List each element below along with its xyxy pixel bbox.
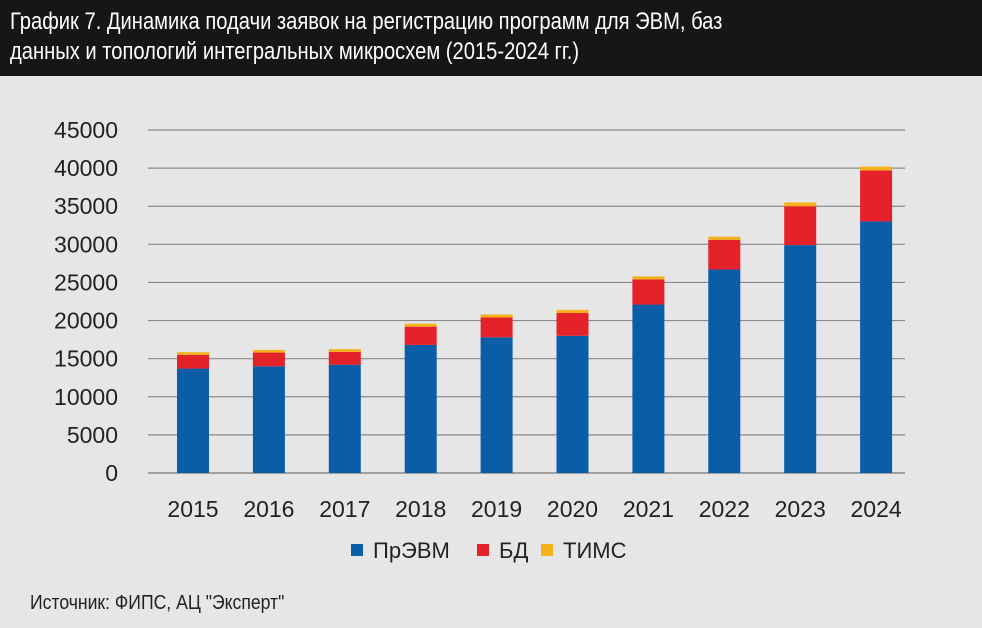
bar-ПрЭВМ-2016 [252,366,285,473]
bar-ТИМС-2020 [556,309,589,313]
chart-header: График 7. Динамика подачи заявок на реги… [0,0,982,76]
bar-БД-2016 [252,352,285,367]
legend-swatch-БД [477,544,489,556]
x-tick-label-2024: 2024 [851,496,902,522]
chart-title-line-2: данных и топологий интегральных микросхе… [10,38,580,65]
bar-БД-2018 [404,326,437,345]
x-tick-label-2020: 2020 [547,496,598,522]
bar-БД-2023 [784,206,817,246]
bar-ТИМС-2018 [404,323,437,327]
bar-ПрЭВМ-2020 [556,335,589,473]
bar-БД-2024 [860,170,893,222]
x-tick-label-2017: 2017 [319,496,370,522]
y-tick-label-30000: 30000 [54,231,118,257]
bar-ТИМС-2016 [252,349,285,353]
bar-ПрЭВМ-2018 [404,344,437,473]
bar-ТИМС-2022 [708,236,741,240]
bar-БД-2020 [556,312,589,336]
x-tick-label-2018: 2018 [395,496,446,522]
bar-ПрЭВМ-2022 [708,269,741,473]
bar-БД-2015 [177,354,209,369]
legend-label-ТИМС: ТИМС [563,538,627,563]
bar-ТИМС-2015 [177,352,209,355]
bar-БД-2019 [480,317,513,338]
x-tick-label-2016: 2016 [243,496,294,522]
y-tick-label-45000: 45000 [54,117,118,143]
y-tick-label-40000: 40000 [54,155,118,181]
bar-БД-2021 [632,279,665,305]
x-tick-label-2022: 2022 [699,496,750,522]
legend-swatch-ПрЭВМ [351,544,363,556]
y-tick-label-25000: 25000 [54,269,118,295]
bar-ТИМС-2019 [480,314,513,318]
bar-ПрЭВМ-2021 [632,304,665,473]
bar-ТИМС-2017 [328,349,361,352]
bar-ПрЭВМ-2023 [784,245,817,473]
y-tick-label-10000: 10000 [54,384,118,410]
y-tick-label-0: 0 [105,460,118,486]
legend-label-ПрЭВМ: ПрЭВМ [373,538,450,563]
bar-ПрЭВМ-2017 [328,364,361,473]
chart-title-line-1: График 7. Динамика подачи заявок на реги… [10,8,723,35]
y-tick-label-35000: 35000 [54,193,118,219]
bar-БД-2022 [708,239,741,270]
source-note: Источник: ФИПС, АЦ "Эксперт" [30,592,285,614]
legend-swatch-ТИМС [541,544,553,556]
y-tick-label-5000: 5000 [67,422,118,448]
x-tick-label-2021: 2021 [623,496,674,522]
bar-ПрЭВМ-2024 [860,221,893,473]
bar-ТИМС-2024 [860,166,893,171]
legend-label-БД: БД [499,538,528,563]
y-tick-label-15000: 15000 [54,346,118,372]
x-tick-label-2019: 2019 [471,496,522,522]
y-tick-label-20000: 20000 [54,308,118,334]
bar-ПрЭВМ-2019 [480,337,513,473]
x-tick-label-2015: 2015 [167,496,218,522]
chart-title: График 7. Динамика подачи заявок на реги… [10,7,826,67]
stacked-bar-chart: 0 5000 10000 15000 20000 25000 30000 35000 40000… [54,117,905,563]
x-tick-label-2023: 2023 [775,496,826,522]
bar-ПрЭВМ-2015 [177,368,209,473]
bar-ТИМС-2023 [784,202,817,207]
bar-БД-2017 [328,351,361,365]
bar-ТИМС-2021 [632,276,665,280]
